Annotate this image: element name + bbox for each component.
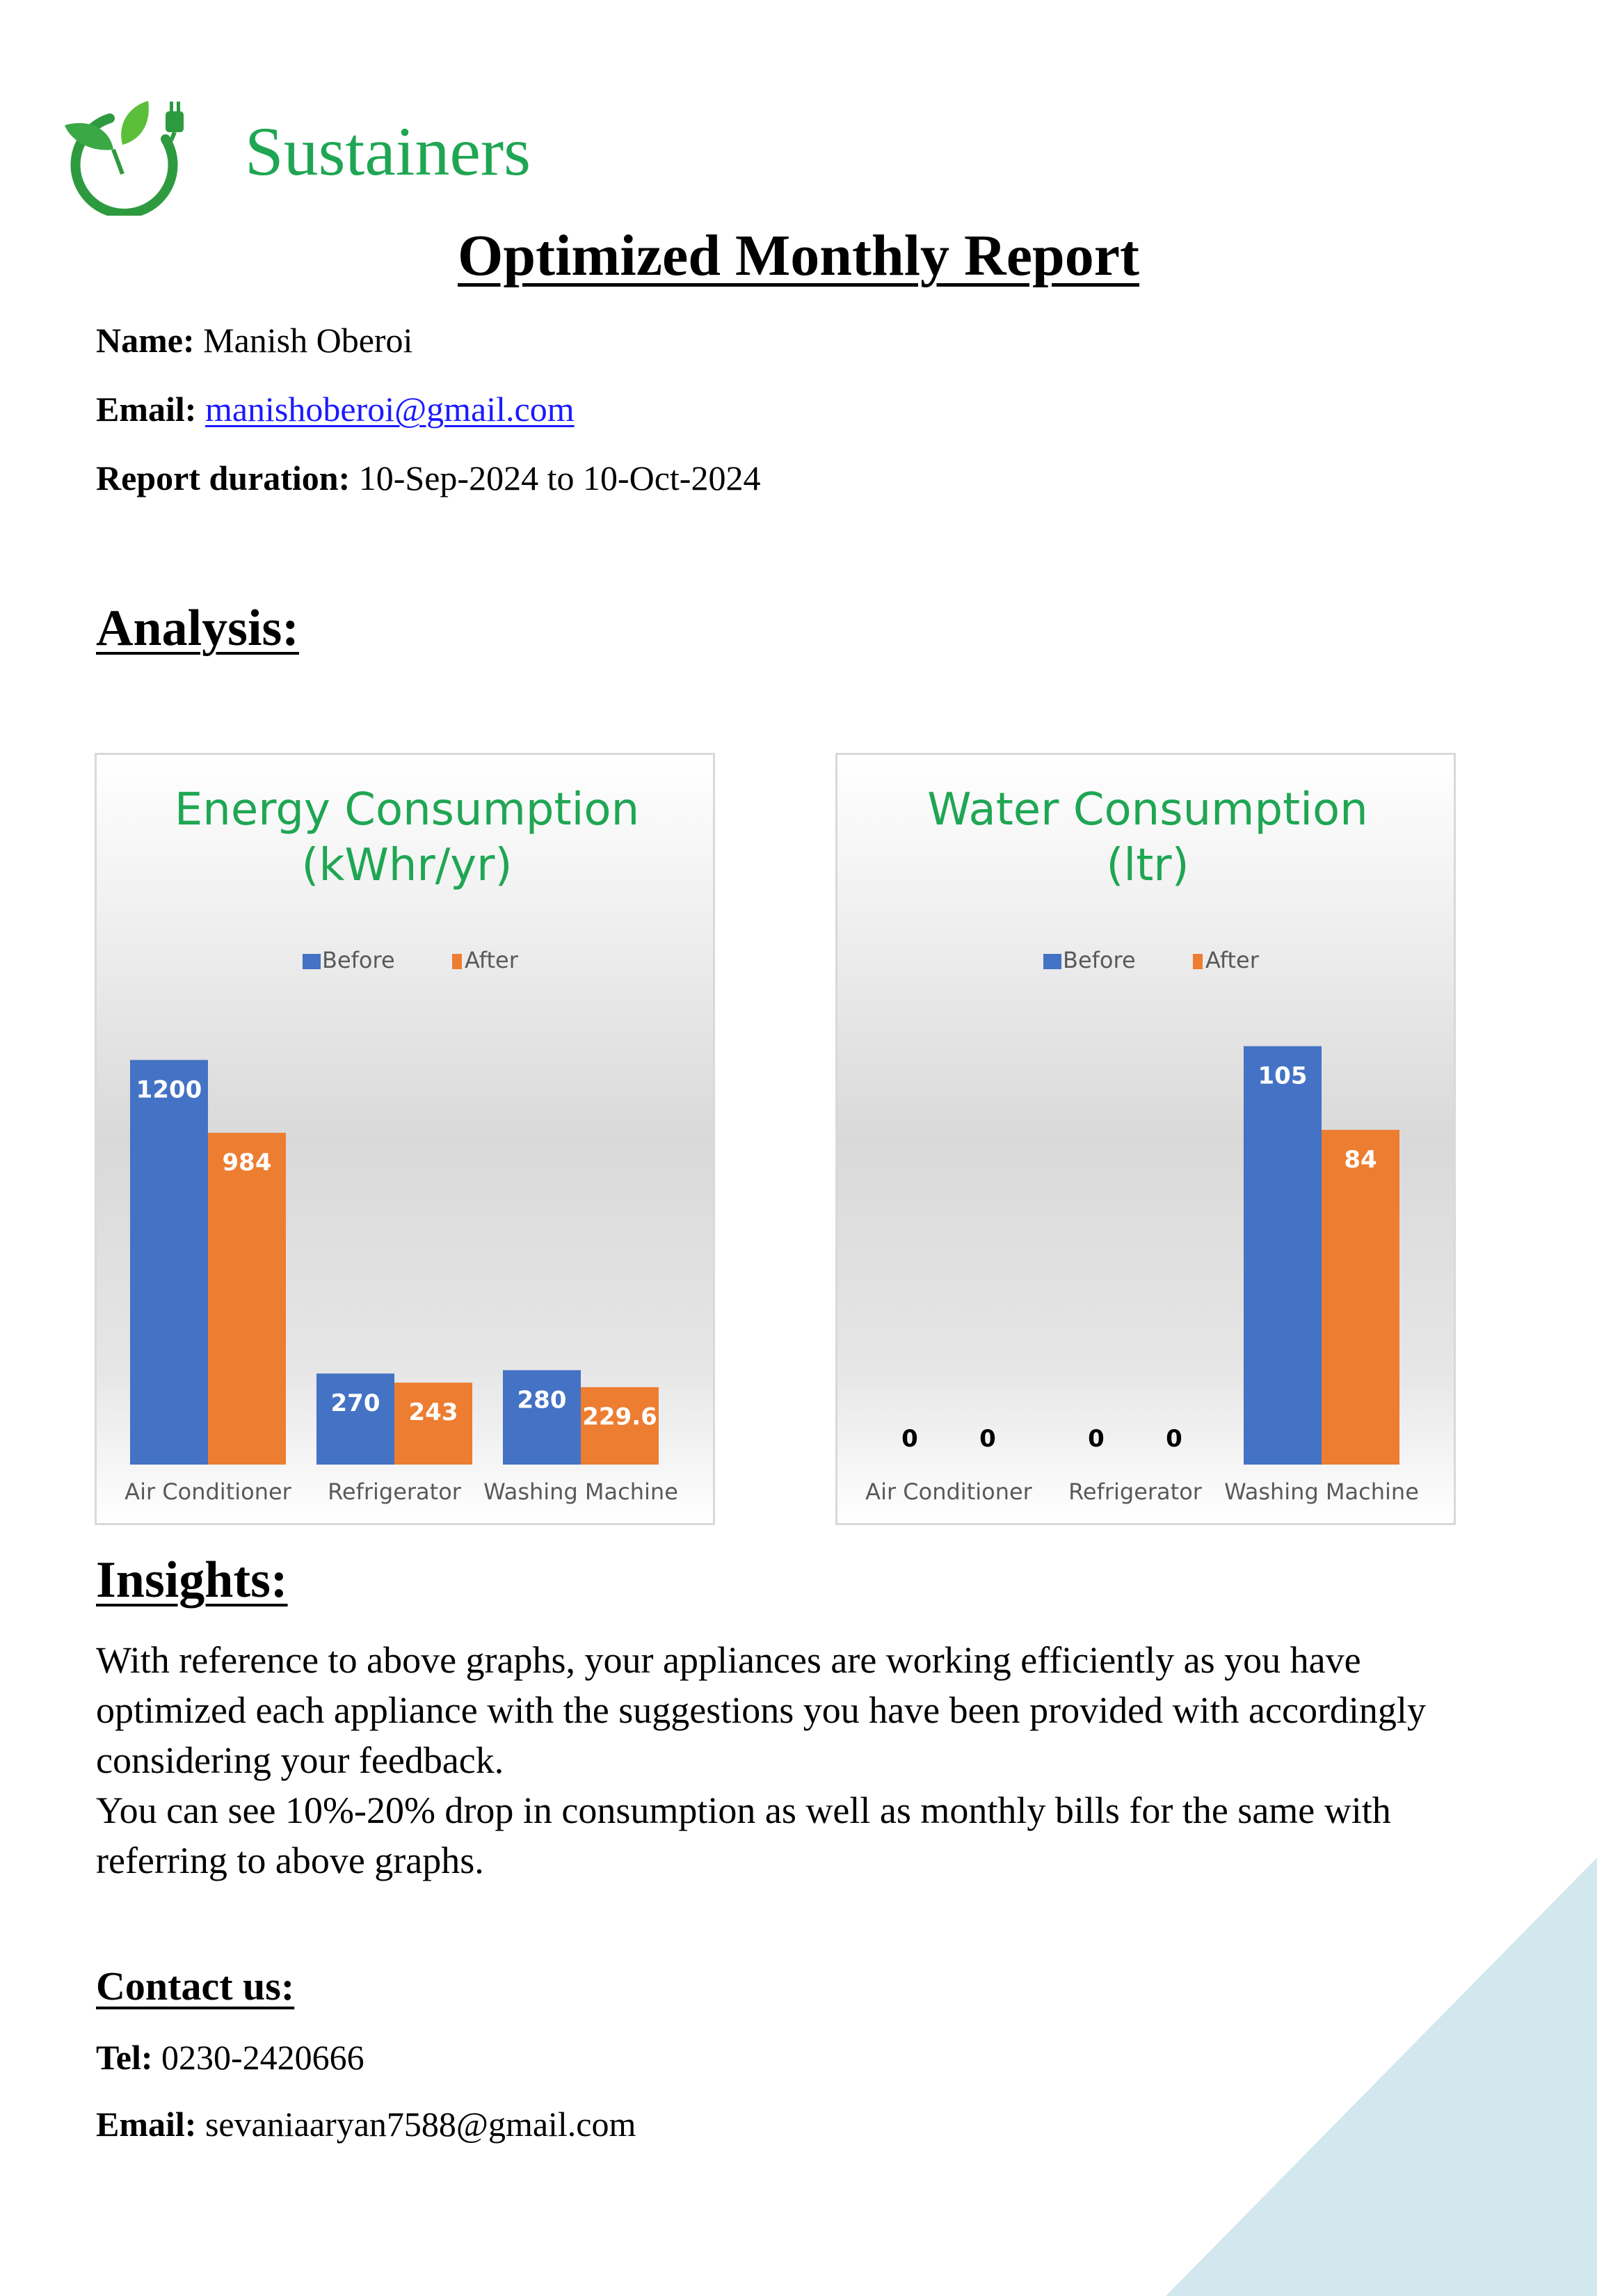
contact-email-line: Email: sevaniaaryan7588@gmail.com [96,2107,636,2142]
contact-email-label: Email: [96,2105,197,2144]
energy-chart: Energy Consumption (kWhr/yr) Before After 12… [95,753,715,1525]
name-line: Name: Manish Oberoi [96,323,412,358]
legend-label-before: Before [1063,947,1136,973]
data-label: 229.6 [582,1403,657,1431]
category-label: Air Conditioner [125,1478,292,1505]
legend-swatch-after [1193,954,1203,969]
bar-before [1244,1046,1322,1465]
chart-title-line: (ltr) [1106,840,1189,891]
data-label: 0 [1088,1425,1105,1453]
tel-label: Tel: [96,2038,153,2077]
contact-email-value[interactable]: sevaniaaryan7588@gmail.com [204,2105,636,2144]
legend-label-after: After [465,947,519,973]
legend-swatch-after [452,954,462,969]
bar-after [394,1382,472,1465]
email-label: Email: [96,390,197,429]
insights-text: With reference to above graphs, your app… [96,1635,1508,1886]
insights-paragraph-1: With reference to above graphs, your app… [96,1639,1426,1781]
legend-swatch-before [1043,954,1061,969]
duration-line: Report duration: 10-Sep-2024 to 10-Oct-2… [96,461,760,495]
data-label: 105 [1258,1062,1308,1090]
category-label: Air Conditioner [865,1478,1033,1505]
bar-after [208,1133,286,1465]
tel-value: 0230-2420666 [161,2038,364,2077]
data-label: 1200 [136,1076,202,1103]
category-label: Washing Machine [483,1478,678,1505]
data-label: 0 [901,1425,918,1453]
name-label: Name: [96,321,195,360]
contact-tel-line: Tel: 0230-2420666 [96,2040,364,2075]
data-label: 243 [409,1398,458,1426]
report-title: Optimized Monthly Report [458,223,1139,288]
category-label: Refrigerator [328,1478,462,1505]
energy-chart-svg: Energy Consumption(kWhr/yr) Before After 12… [125,784,678,1505]
category-label: Washing Machine [1224,1478,1419,1505]
contact-heading: Contact us: [96,1963,295,2009]
analysis-heading: Analysis: [96,600,299,657]
duration-label: Report duration: [96,459,351,497]
corner-decoration [1166,1858,1597,2296]
insights-paragraph-2: You can see 10%-20% drop in consumption … [96,1789,1391,1881]
data-label: 0 [1166,1425,1182,1453]
water-chart-svg: Water Consumption(ltr) Before After 0 0 Air C… [865,784,1419,1505]
name-value: Manish Oberoi [203,321,413,360]
chart-title-line: (kWhr/yr) [302,840,513,891]
data-label: 84 [1344,1146,1377,1174]
chart-title-line: Water Consumption [927,784,1367,836]
data-label: 280 [517,1386,567,1414]
bar-before [130,1060,208,1465]
bar-before [316,1373,394,1465]
data-label: 270 [331,1389,380,1417]
bar-after [581,1387,659,1465]
data-label: 984 [223,1149,272,1177]
brand-name: Sustainers [245,113,531,190]
data-label: 0 [979,1425,996,1453]
legend-label-after: After [1205,947,1260,973]
water-chart: Water Consumption (ltr) Before After 0 0 Air C… [835,753,1456,1525]
email-line: Email: manishoberoi@gmail.com [96,392,575,426]
email-link[interactable]: manishoberoi@gmail.com [204,390,575,429]
bar-after [1322,1129,1399,1465]
legend-swatch-before [303,954,321,969]
duration-value: 10-Sep-2024 to 10-Oct-2024 [358,459,761,497]
leaf-plug-icon [65,101,184,216]
category-label: Refrigerator [1068,1478,1203,1505]
bar-before [503,1370,581,1465]
legend-label-before: Before [322,947,395,973]
insights-heading: Insights: [96,1552,288,1609]
chart-title-line: Energy Consumption [175,784,639,836]
